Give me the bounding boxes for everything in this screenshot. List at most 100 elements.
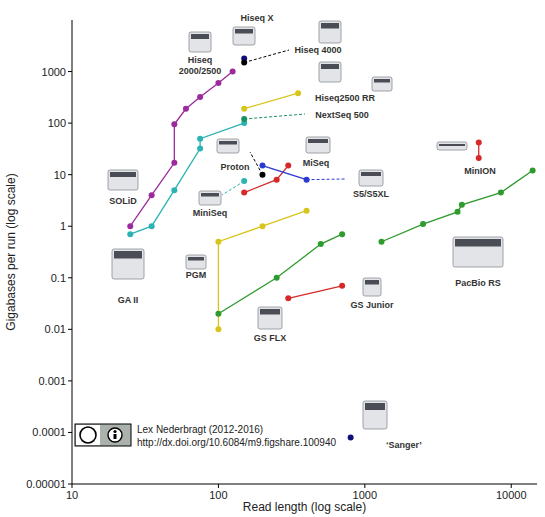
instrument-label: GA II [118,295,139,305]
point [241,178,247,184]
y-axis-line [72,20,73,484]
instrument-label: Hiseq X [240,13,273,23]
instrument-label: MinION [464,166,496,176]
instrument-icon [363,401,387,429]
instrument-icon [453,237,503,267]
series-line [262,166,306,180]
instrument-label: MiSeq [303,158,330,168]
x-axis-line [72,484,537,485]
point [183,106,189,112]
instrument-icon-panel [219,141,237,145]
y-tick-label: 0.01 [45,323,66,335]
series-line [130,72,232,227]
instrument-label: PacBio RS [455,278,501,288]
instrument-icon-panel [365,280,379,285]
cc-badge-left [76,425,100,445]
x-tick-label: 100 [209,489,227,501]
y-tick-label: 1 [60,220,66,232]
x-tick [364,484,365,488]
point [241,59,247,65]
y-tick [68,432,72,433]
point [295,90,301,96]
instrument-icon-panel [321,23,339,29]
y-tick-label: 100 [48,117,66,129]
point [149,223,155,229]
x-tick-label: 10000 [496,489,527,501]
instrument-icon-panel [188,257,204,261]
y-axis-title: Gigabases per run (log scale) [4,173,18,330]
y-tick-label: 0.0001 [32,426,66,438]
y-tick [68,329,72,330]
instrument-label: S5/S5XL [353,189,390,199]
series-line [244,166,288,193]
series-line [218,234,342,314]
series-line [130,123,244,234]
instrument-icon [112,249,144,279]
point [230,69,236,75]
instrument-label: MiniSeq [193,208,228,218]
axes: 101001000100000.000010.00010.0010.010.11… [26,20,537,501]
point [530,168,536,174]
point [171,187,177,193]
instrument-icon [437,142,467,150]
instrument-icon [186,255,206,269]
instrument-label: Hiseq2500 RR [315,93,376,103]
point [197,136,203,142]
instrument-label: GS FLX [254,333,287,343]
point [318,241,324,247]
y-tick [68,123,72,124]
point [274,275,280,281]
point [259,172,265,178]
x-tick [511,484,512,488]
credit: Lex Nederbragt (2012-2016)http://dx.doi.… [75,424,336,448]
leader-lines [222,50,345,195]
point [241,106,247,112]
y-tick [68,484,72,485]
series-line [218,211,306,330]
instrument-icons [108,21,503,429]
series-line [244,93,298,109]
point [285,163,291,169]
series-line [288,286,342,299]
instrument-icon-panel [308,139,328,143]
instrument-icon [258,307,282,329]
y-tick [68,71,72,72]
instrument-icon [359,170,383,186]
point [498,190,504,196]
marks [127,55,535,440]
chart: 101001000100000.000010.00010.0010.010.11… [0,0,545,517]
instrument-icon-panel [455,239,501,247]
instrument-label: GS Junior [350,300,394,310]
x-tick [72,484,73,488]
point [378,239,384,245]
point [339,231,345,237]
instrument-icon-panel [235,29,253,34]
credit-text: Lex Nederbragt (2012-2016) [137,424,263,435]
instrument-label: SOLiD [109,196,137,206]
point [241,190,247,196]
leader-line [244,114,305,119]
annotations: Hiseq XHiseq2000/2500Hiseq 4000Hiseq2500… [109,13,501,450]
label-line: 2000/2500 [179,66,222,76]
point [455,209,461,215]
instrument-icon [372,77,392,91]
point [420,221,426,227]
x-tick-label: 10 [66,489,78,501]
point [215,239,221,245]
point [459,202,465,208]
x-axis-title: Read length (log scale) [243,500,366,514]
point [127,223,133,229]
leader-line [222,181,244,195]
point [197,146,203,152]
instrument-icon [233,27,255,45]
point [476,155,482,161]
instrument-label: Proton [221,162,250,172]
instrument-icon-panel [260,309,280,315]
series-line [381,171,532,242]
point [171,121,177,127]
instrument-icon-panel [110,172,136,177]
instrument-icon [189,32,211,52]
point [476,140,482,146]
point [215,311,221,317]
instrument-icon [319,21,341,43]
